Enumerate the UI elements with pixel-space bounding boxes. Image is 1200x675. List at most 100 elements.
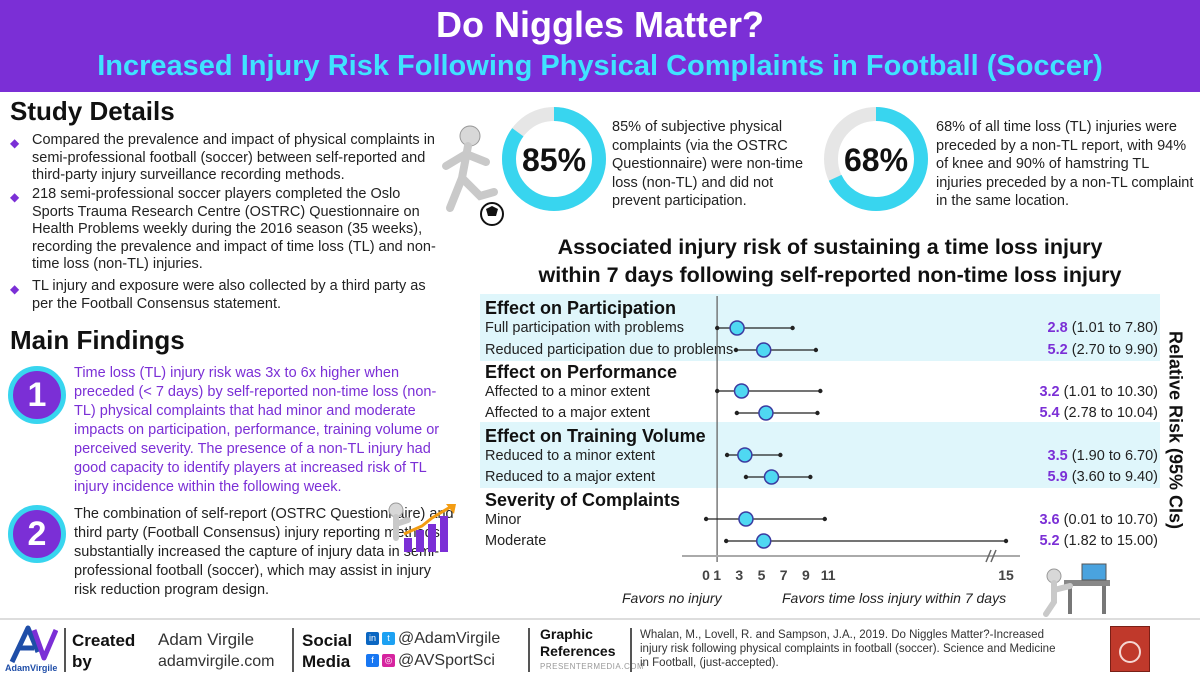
x-tick-label: 15 [998,567,1014,583]
ci-low-cap [724,452,730,458]
diamond-bullet-icon: ◆ [10,136,20,150]
stat-85-label: 85% [521,142,587,178]
group-band [480,294,1160,361]
ci-high-cap [808,474,813,480]
ci-low-cap [703,516,709,522]
rr-point [763,469,780,485]
stat-68-ring [824,107,928,211]
forest-plot: 0 1 3 5 7 9 11 15 [682,296,1020,583]
ci-low-cap [733,347,739,353]
study-bullet: ◆ TL injury and exposure were also collec… [10,278,426,312]
ci-low-cap [743,474,749,480]
rr-point [755,342,772,358]
finding-2-text: The combination of self-report (OSTRC Qu… [74,506,454,598]
ci-high-cap [813,347,819,353]
forest-plot-title: Associated injury risk of sustaining a t… [470,233,1190,289]
ci-high-cap [822,516,827,522]
axis-break-mark [990,549,997,563]
group-label: Effect on Performance [485,362,678,382]
instagram-icon: ◎ [382,654,395,668]
main-findings-title: Main Findings [10,325,185,355]
rising-chart-figure-icon [388,502,456,552]
row-label: Full participation with problems [485,320,685,336]
stat-68-label: 68% [843,142,909,178]
row-label: Affected to a minor extent [485,384,650,400]
row-label: Minor [485,512,522,528]
av-logo-icon [9,625,58,664]
rr-point [758,405,774,421]
ci-low-cap [715,325,720,331]
group-label: Effect on Participation [485,298,677,318]
rr-value: 5.4 (2.78 to 10.04) [1039,405,1158,421]
header-banner: Do Niggles Matter? Increased Injury Risk… [0,0,1200,92]
rr-point [733,383,750,399]
finding-number-badge: 1 [8,366,66,424]
author-name: Adam Virgile [158,630,255,649]
instagram-handle[interactable]: @AVSportSci [398,652,495,669]
footer: AdamVirgile Created by Adam Virgile adam… [0,618,1200,675]
ci-low-cap [734,410,740,416]
diamond-bullet-icon: ◆ [10,282,20,296]
ci-high-cap [818,388,823,394]
stat-68-text: 68% of all time loss (TL) injuries were … [936,119,1194,209]
graphic-source: PRESENTERMEDIA.COM [540,662,645,671]
finding-1-text: Time loss (TL) injury risk was 3x to 6x … [74,365,440,495]
social-media-label: Social Media [302,631,353,671]
row-label: Moderate [485,533,547,549]
diamond-bullet-icon: ◆ [10,190,20,204]
study-details-title: Study Details [10,96,175,126]
footer-divider [292,628,294,672]
logo-text: AdamVirgile [5,663,58,673]
ci-low-cap [724,538,729,544]
author-website[interactable]: adamvirgile.com [158,653,275,670]
footer-divider [64,628,66,672]
ci-high-cap [778,452,783,458]
x-tick-label: 1 [713,567,721,583]
rr-value: 3.6 (0.01 to 10.70) [1039,512,1158,528]
ci-high-cap [815,410,820,416]
social-row-2[interactable]: f ◎ @AVSportSci [366,652,495,670]
desk-figure-icon [1043,563,1110,617]
rr-value: 2.8 (1.01 to 7.80) [1047,320,1158,336]
favors-right-label: Favors time loss injury within 7 days [782,590,1007,606]
x-tick-label: 9 [802,567,810,583]
rr-value: 5.2 (1.82 to 15.00) [1039,533,1158,549]
stat-85-ring [502,107,606,211]
favors-left-label: Favors no injury [622,590,722,606]
group-label: Severity of Complaints [485,490,681,510]
graphic-references-label: Graphic References [540,626,616,659]
social-row-1[interactable]: in t @AdamVirgile [366,630,500,648]
page-title: Do Niggles Matter? [435,4,765,45]
group-label: Effect on Training Volume [485,426,706,446]
facebook-icon: f [366,654,379,668]
journal-cover-icon [1110,626,1150,672]
study-bullet: ◆ 218 semi-professional soccer players co… [10,186,436,273]
x-tick-label: 3 [735,567,743,583]
finding-number-badge: 2 [8,505,66,563]
footer-divider [528,628,530,672]
rr-value: 5.9 (3.60 to 9.40) [1047,469,1158,485]
rr-point [729,320,745,336]
citation-text: Whalan, M., Lovell, R. and Sampson, J.A.… [640,629,1056,669]
twitter-handle[interactable]: @AdamVirgile [398,630,501,647]
x-tick-label: 0 [702,567,710,583]
footer-divider [630,628,632,672]
stat-85-text: 85% of subjective physical complaints (v… [612,119,804,209]
y-axis-label: Relative Risk (95% CIs) [1165,330,1186,530]
rr-value: 3.2 (1.01 to 10.30) [1039,384,1158,400]
row-label: Reduced participation due to problems [485,342,734,358]
axis-break-mark [985,549,992,563]
forest-title-line-2: within 7 days following self-reported no… [538,263,1122,287]
row-label: Affected to a major extent [485,405,650,421]
linkedin-icon: in [366,632,379,646]
group-band [480,422,1160,488]
study-bullet: ◆ Compared the prevalence and impact of p… [10,132,435,184]
twitter-icon: t [382,632,395,646]
x-tick-label: 11 [821,567,836,583]
ci-high-cap [790,325,795,331]
x-tick-label: 5 [758,567,766,583]
forest-title-line-1: Associated injury risk of sustaining a t… [557,235,1103,259]
rr-point [738,511,754,527]
page-subtitle: Increased Injury Risk Following Physical… [97,50,1103,82]
rr-value: 3.5 (1.90 to 6.70) [1047,448,1158,464]
